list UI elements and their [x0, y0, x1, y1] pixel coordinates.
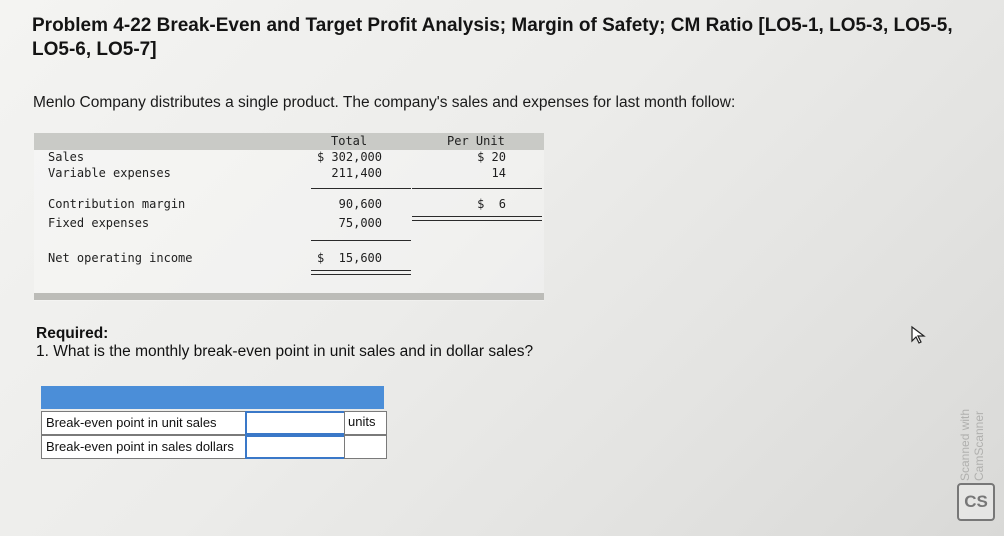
per-unit-underline [412, 188, 542, 189]
break-even-dollars-input[interactable] [245, 435, 351, 459]
row-label-sales: Sales [48, 150, 85, 164]
scanner-watermark-text: Scanned with CamScanner [958, 408, 986, 481]
answer-label-unit-sales: Break-even point in unit sales [41, 411, 247, 435]
answer-unit-units: units [344, 411, 387, 435]
contribution-margin-per-unit: $ 6 [477, 197, 506, 211]
answer-label-sales-dollars: Break-even point in sales dollars [41, 435, 247, 459]
statement-footer-bar [34, 293, 544, 300]
net-income-double-line-bottom [311, 274, 411, 275]
fixed-expenses-underline [311, 240, 411, 241]
row-label-net-operating-income: Net operating income [48, 251, 193, 265]
statement-header-bar [34, 133, 544, 150]
net-operating-income-total: $ 15,600 [316, 251, 382, 265]
sales-per-unit: $ 20 [477, 150, 506, 164]
variable-expenses-per-unit: 14 [491, 166, 506, 180]
fixed-expenses-total: 75,000 [338, 216, 382, 230]
answer-table-header [41, 386, 384, 409]
answer-row-sales-dollars: Break-even point in sales dollars [41, 435, 387, 459]
income-statement: Total Per Unit Sales $ 302,000 $ 20 Vari… [34, 133, 544, 301]
problem-title: Problem 4-22 Break-Even and Target Profi… [32, 15, 953, 60]
camscanner-logo-icon: CS [957, 483, 995, 521]
break-even-units-input[interactable] [245, 411, 351, 435]
column-header-per-unit: Per Unit [447, 134, 505, 148]
variable-expenses-total: 211,400 [331, 166, 382, 180]
row-label-variable-expenses: Variable expenses [48, 166, 171, 180]
mouse-cursor-icon [911, 325, 926, 344]
row-label-contribution-margin: Contribution margin [48, 197, 186, 211]
problem-intro: Menlo Company distributes a single produ… [33, 94, 736, 111]
row-label-fixed-expenses: Fixed expenses [48, 216, 150, 230]
contribution-margin-total: 90,600 [338, 197, 382, 211]
per-unit-double-line-bottom [412, 220, 542, 221]
answer-unit-empty [344, 435, 387, 459]
required-heading: Required: [36, 325, 109, 342]
answer-table: Break-even point in unit sales units Bre… [41, 386, 387, 459]
required-question: 1. What is the monthly break-even point … [36, 343, 534, 360]
column-header-total: Total [331, 134, 368, 148]
sales-total: $ 302,000 [316, 150, 382, 164]
net-income-double-line-top [311, 270, 411, 271]
answer-row-unit-sales: Break-even point in unit sales units [41, 411, 387, 435]
per-unit-double-line-top [412, 216, 542, 217]
total-underline [311, 188, 411, 189]
